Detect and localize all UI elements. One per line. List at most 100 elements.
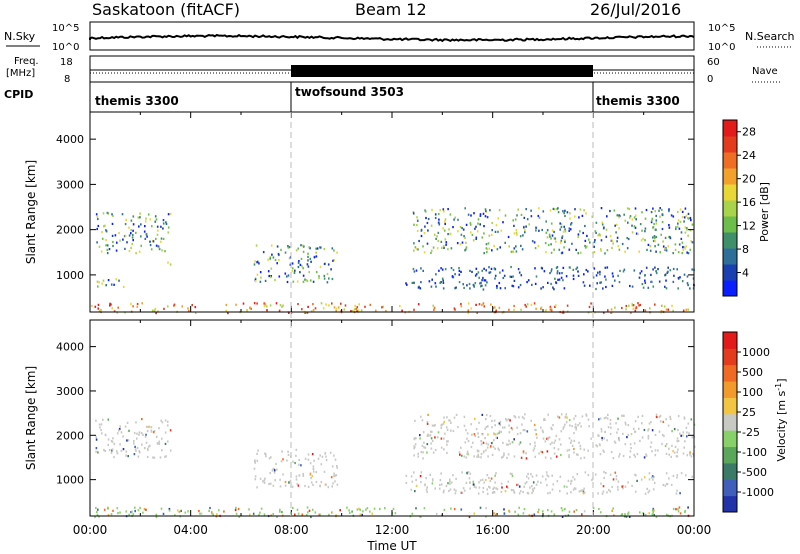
echo-cell: [503, 452, 505, 455]
echo-cell: [144, 220, 147, 223]
echo-cell: [559, 475, 562, 478]
echo-cell: [118, 279, 120, 282]
echo-cell: [503, 508, 505, 511]
echo-cell: [565, 413, 568, 416]
echo-cell: [508, 439, 510, 442]
echo-cell: [634, 473, 636, 476]
echo-cell: [618, 248, 621, 251]
echo-cell: [270, 267, 273, 270]
echo-cell: [583, 448, 585, 451]
echo-cell: [572, 274, 575, 277]
echo-cell: [468, 282, 471, 286]
echo-cell: [344, 304, 347, 307]
echo-cell: [525, 225, 527, 228]
nave-label: Nave: [752, 66, 778, 77]
echo-cell: [664, 484, 667, 487]
echo-cell: [119, 239, 121, 242]
echo-cell: [641, 211, 643, 214]
echo-cell: [683, 216, 686, 219]
echo-cell: [652, 511, 654, 514]
echo-cell: [522, 490, 524, 494]
echo-cell: [525, 208, 527, 211]
echo-cell: [523, 417, 525, 420]
echo-cell: [155, 513, 158, 516]
echo-cell: [658, 430, 661, 433]
echo-cell: [577, 274, 580, 277]
echo-cell: [130, 229, 132, 232]
echo-cell: [578, 422, 581, 425]
echo-cell: [602, 490, 605, 493]
echo-cell: [600, 239, 603, 242]
echo-cell: [653, 476, 655, 479]
echo-cell: [439, 281, 441, 285]
echo-cell: [553, 248, 555, 251]
echo-cell: [587, 418, 590, 421]
echo-cell: [517, 483, 519, 486]
echo-cell: [651, 429, 654, 432]
echo-cell: [100, 308, 102, 312]
echo-cell: [312, 470, 315, 473]
echo-cell: [574, 487, 577, 490]
echo-cell: [669, 269, 672, 272]
echo-cell: [636, 479, 638, 482]
echo-cell: [167, 213, 170, 216]
echo-cell: [280, 460, 283, 463]
echo-cell: [654, 433, 657, 437]
echo-cell: [624, 443, 627, 446]
echo-cell: [662, 420, 665, 423]
echo-cell: [492, 307, 495, 310]
echo-cell: [690, 455, 693, 458]
echo-cell: [600, 482, 602, 485]
echo-cell: [486, 251, 488, 254]
echo-cell: [683, 446, 685, 449]
echo-cell: [658, 415, 661, 419]
echo-cell: [106, 507, 109, 510]
echo-cell: [105, 244, 107, 247]
echo-cell: [325, 483, 327, 486]
echo-cell: [634, 307, 637, 310]
echo-cell: [516, 426, 518, 429]
echo-cell: [132, 229, 134, 232]
echo-cell: [326, 281, 329, 284]
echo-cell: [440, 437, 443, 440]
echo-cell: [112, 509, 114, 512]
echo-cell: [149, 218, 152, 221]
echo-cell: [416, 224, 418, 227]
echo-cell: [235, 506, 237, 509]
echo-cell: [577, 236, 579, 239]
colorbar-tick-label: 12: [742, 220, 756, 233]
echo-cell: [118, 232, 120, 235]
echo-cell: [621, 414, 623, 417]
echo-cell: [573, 478, 576, 481]
y-tick-label: 2000: [56, 429, 84, 442]
echo-cell: [603, 437, 605, 440]
echo-cell: [672, 280, 675, 283]
echo-cell: [463, 415, 466, 418]
echo-cell: [566, 416, 568, 419]
colorbar-swatch: [723, 152, 737, 169]
echo-cell: [279, 304, 282, 307]
echo-cell: [112, 240, 114, 244]
nave-tick-top: 60: [707, 57, 720, 68]
echo-cell: [118, 427, 121, 431]
echo-cell: [571, 425, 573, 428]
echo-cell: [538, 207, 540, 210]
echo-cell: [634, 430, 637, 433]
echo-cell: [151, 225, 153, 228]
echo-cell: [672, 507, 675, 511]
echo-cell: [115, 249, 118, 252]
echo-cell: [225, 303, 228, 307]
echo-cell: [647, 435, 650, 438]
echo-cell: [592, 276, 595, 279]
echo-cell: [457, 218, 459, 221]
echo-cell: [109, 304, 111, 307]
echo-cell: [181, 305, 183, 308]
echo-cell: [560, 453, 562, 457]
echo-cell: [605, 278, 607, 281]
echo-cell: [145, 441, 148, 444]
echo-cell: [484, 215, 487, 218]
echo-cell: [167, 226, 170, 229]
echo-cell: [518, 271, 521, 274]
echo-cell: [681, 241, 684, 244]
echo-cell: [95, 213, 98, 216]
